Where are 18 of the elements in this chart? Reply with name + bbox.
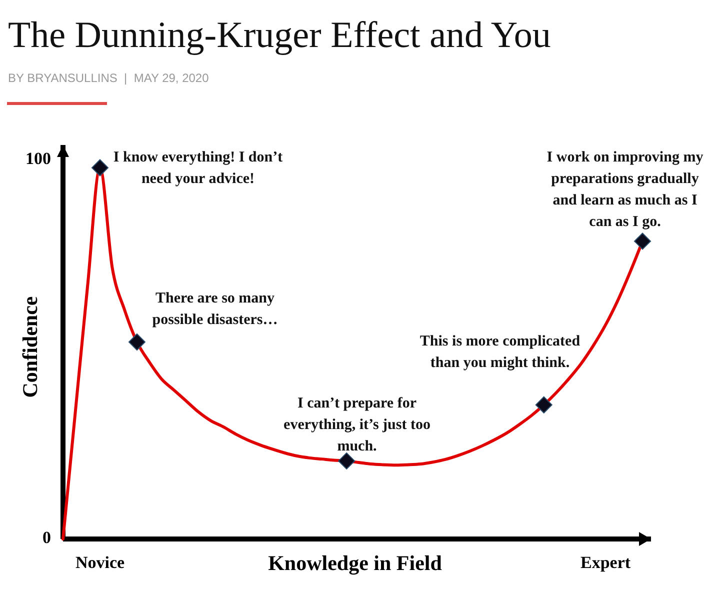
y-tick-label: 100 [26,149,51,168]
point [128,334,146,350]
annotation: There are so many possible disasters… [152,290,278,328]
point [535,396,552,414]
annotation: I know everything! I don’t need your advice! [113,149,283,187]
point [634,232,652,250]
y-axis-title: Confidence [18,296,42,398]
annotation: I work on improving my preparations gradually and learn as much as I can as I go. [546,149,704,230]
annotation: I can’t prepare for everything, it’s just too much. [284,395,430,454]
x-tick-label: Expert [580,552,631,572]
annotation: This is more complicated than you might think. [420,333,581,371]
point [91,159,108,176]
x-axis-title: Knowledge in Field [268,550,442,575]
x-tick-label: Novice [75,552,125,572]
chart-title: The Dunning-Kruger Effect and You [8,15,551,56]
y-tick-label: 0 [42,528,51,547]
point [338,452,356,470]
chart-subtitle: BY BRYANSULLINS | MAY 29, 2020 [8,71,210,85]
